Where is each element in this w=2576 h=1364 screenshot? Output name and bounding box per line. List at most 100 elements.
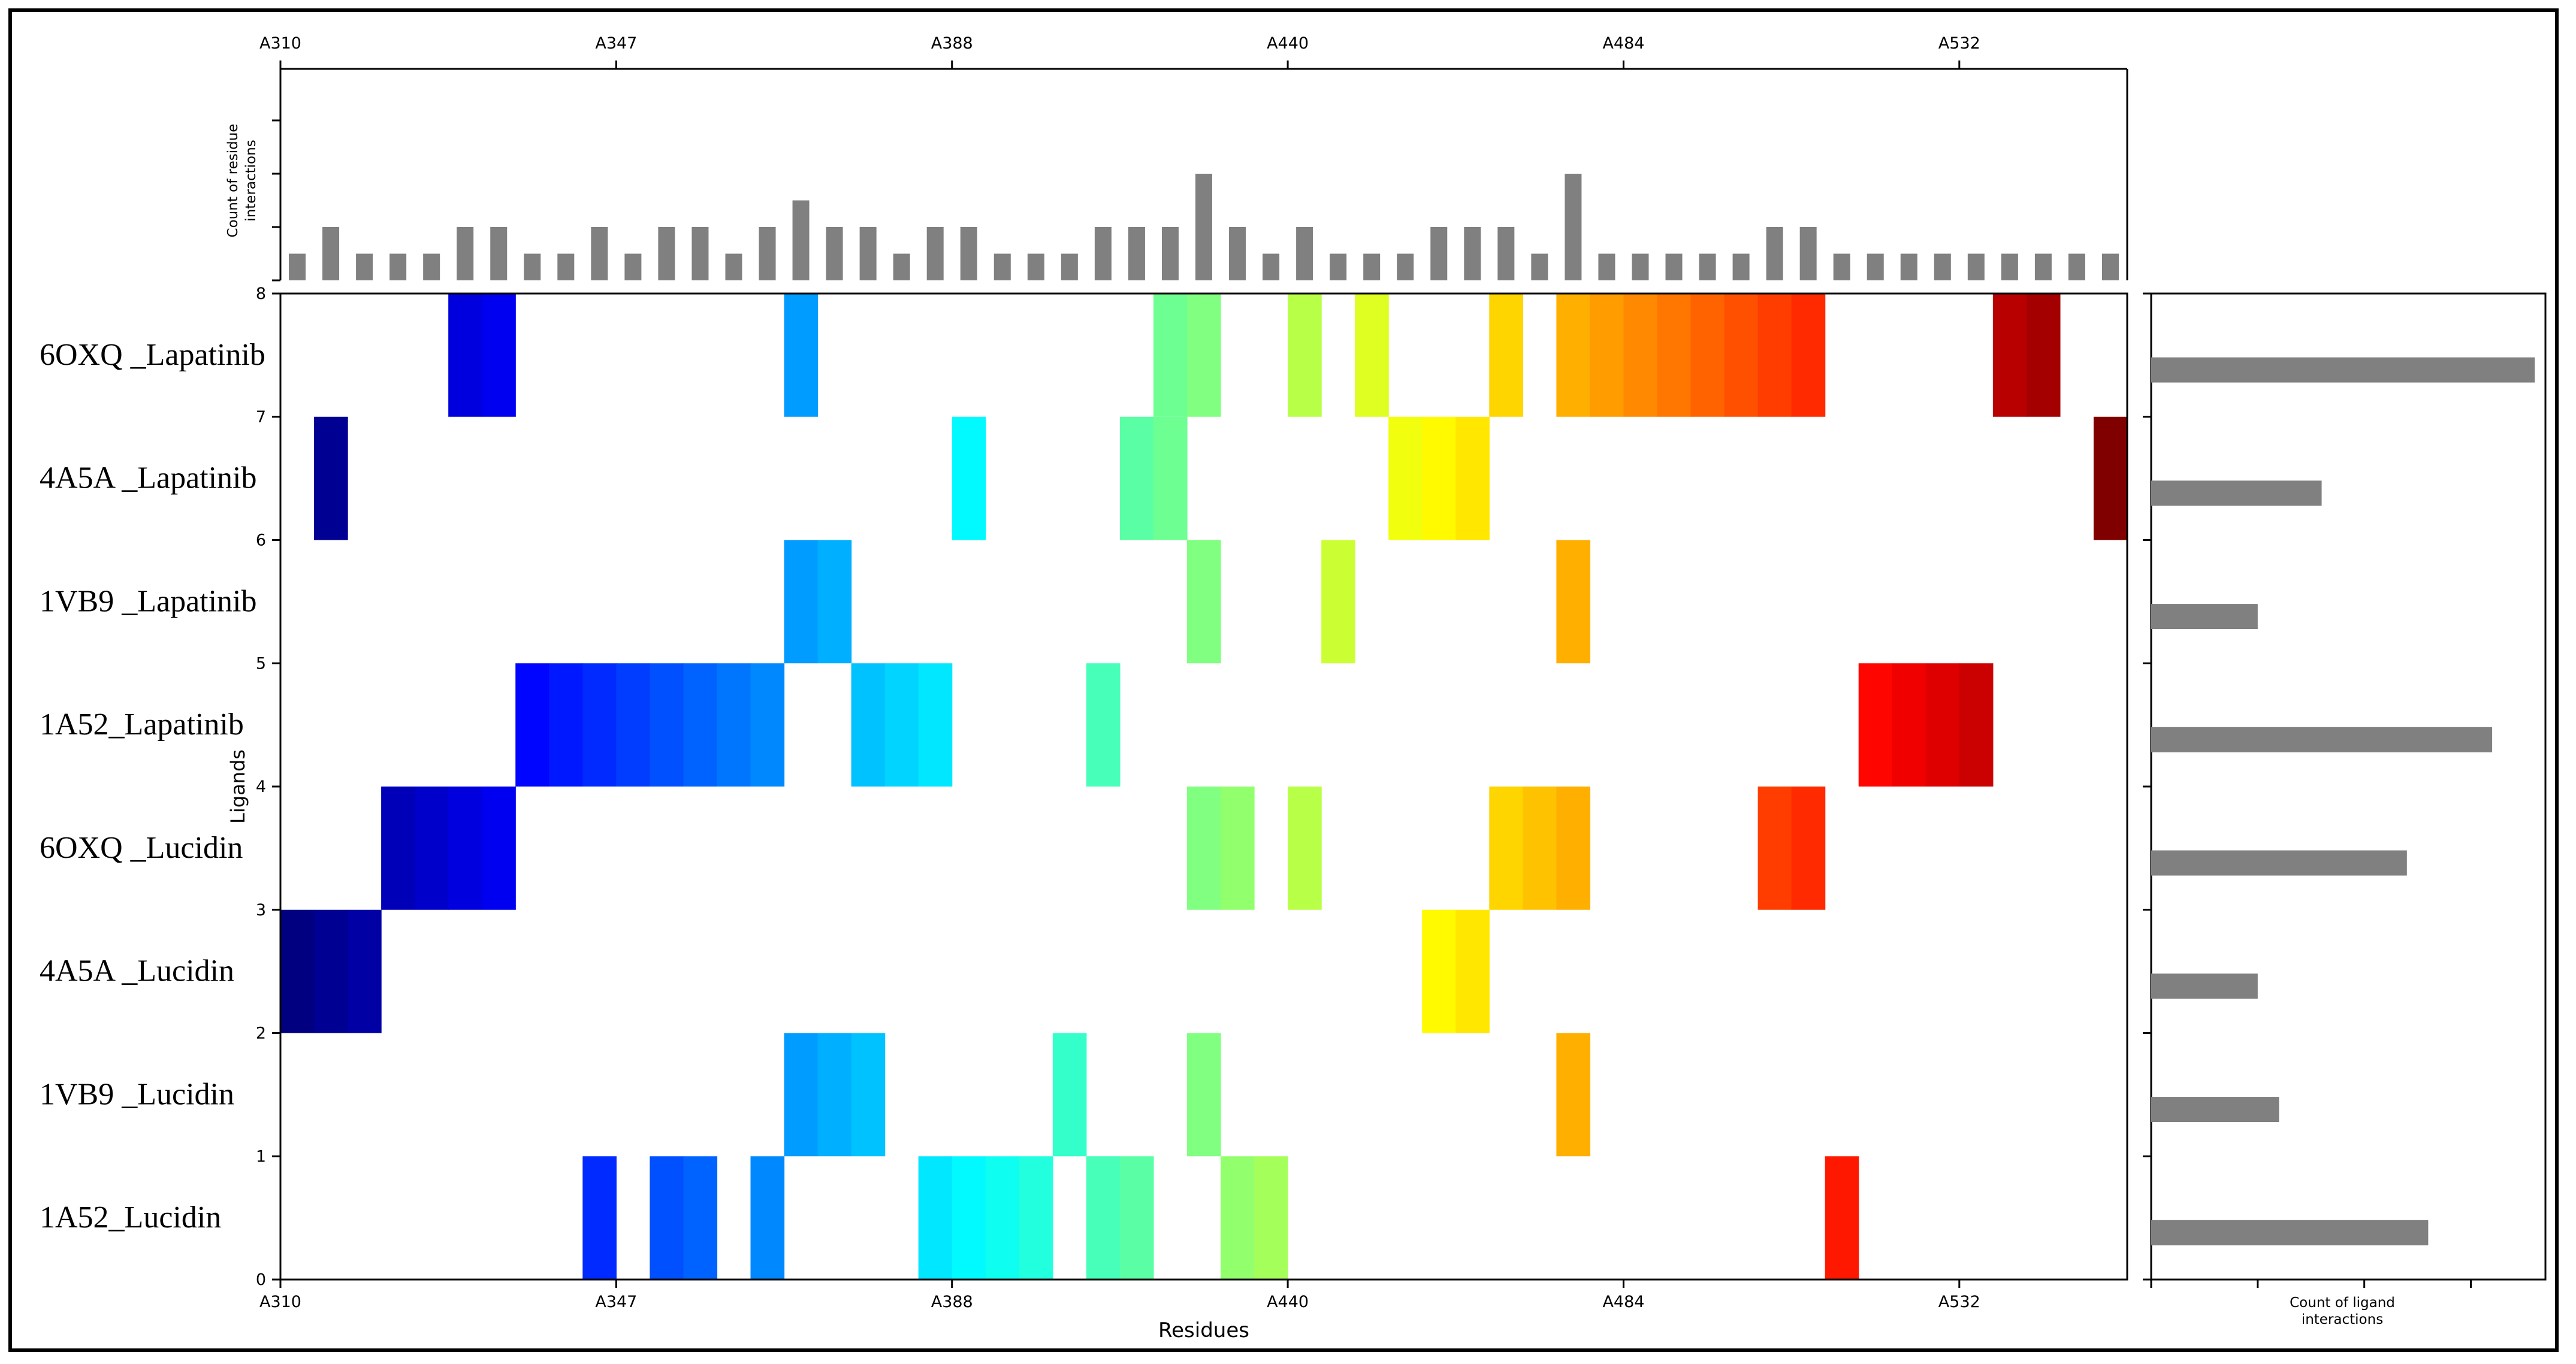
residue-count-bar [1464,227,1481,280]
heatmap-cell [1791,294,1826,417]
ligand-row-label: 1A52_Lapatinib [40,707,244,742]
heatmap-cell [348,909,382,1033]
heatmap-cell [683,663,718,787]
heatmap-cell [1489,787,1523,910]
heatmap-cell [851,663,886,787]
top-x-tick-label: A484 [1602,34,1644,53]
heatmap-cell [616,663,650,787]
ligand-count-bar [2151,357,2535,383]
residue-count-bar [759,227,776,280]
heatmap-cell [1153,416,1188,540]
heatmap-cell [1556,294,1591,417]
residue-count-bar [1027,253,1044,280]
residue-count-bar [1531,253,1548,280]
heatmap-cell [650,663,684,787]
residue-count-bar [423,253,440,280]
heatmap-cell [1925,663,1960,787]
y-tick-label: 5 [256,654,266,673]
y-tick-label: 3 [256,901,266,920]
ligand-row-label: 1VB9 _Lucidin [40,1077,234,1111]
residue-count-bar [893,253,910,280]
y-tick-label: 6 [256,531,266,550]
residue-count-bar [389,253,407,280]
heatmap-cell [1724,294,1759,417]
y-tick-label: 7 [256,408,266,427]
heatmap-cell [1590,294,1624,417]
heatmap-cell [1892,663,1926,787]
residue-count-bar [1397,253,1414,280]
heatmap-cell [482,294,516,417]
heatmap-cell [1355,294,1389,417]
heatmap-cell [884,663,919,787]
ligand-count-bar [2151,1097,2279,1123]
heatmap-cell [1556,1033,1591,1157]
residue-count-bar [289,253,306,280]
residue-count-bar [1598,253,1615,280]
heatmap-cell [1455,416,1490,540]
heatmap-cell [1422,909,1456,1033]
heatmap-cell [784,1033,819,1157]
side-chart-x-label: Count of ligand interactions [2290,1295,2395,1327]
heatmap-cell [1288,787,1322,910]
heatmap-cell [314,416,348,540]
heatmap-cell [1489,294,1523,417]
residue-count-bar [1296,227,1313,280]
residue-count-bar [2034,253,2052,280]
x-tick-label: A440 [1267,1293,1309,1311]
residue-count-bar [926,227,944,280]
heatmap-cell [314,909,348,1033]
top-x-tick-label: A347 [595,34,637,53]
x-tick-label: A388 [931,1293,973,1311]
y-tick-label: 4 [256,778,266,796]
heatmap-cell [1690,294,1725,417]
heatmap-cell [582,663,617,787]
ligand-row-label: 4A5A _Lapatinib [40,461,257,495]
top-x-tick-label: A440 [1267,34,1309,53]
heatmap-cell [415,787,449,910]
x-tick-label: A532 [1938,1293,1980,1311]
heatmap-cell [482,787,516,910]
residue-count-bar [591,227,608,280]
heatmap-cell [1221,787,1255,910]
heatmap-cell [851,1033,886,1157]
heatmap-cell [549,663,583,787]
x-tick-label: A310 [259,1293,301,1311]
top-chart-y-label: Count of residue interactions [225,124,259,238]
heatmap-cell [1119,1156,1154,1280]
residue-count-bar [624,253,642,280]
heatmap-cell [1288,294,1322,417]
side-chart-frame [2150,292,2547,1281]
heatmap-cell [1052,1033,1087,1157]
ligand-count-bar [2151,480,2322,506]
residue-count-bar [1363,253,1381,280]
heatmap-cell [918,1156,953,1280]
residue-count-bar [993,253,1011,280]
residue-count-bar [490,227,508,280]
residue-count-bar [1632,253,1649,280]
heatmap-cell [750,1156,785,1280]
ligand-row-label: 1A52_Lucidin [40,1200,221,1235]
residue-count-bar [1263,253,1280,280]
heatmap-cell [1992,294,2027,417]
heatmap-cell [381,787,415,910]
residue-count-bar [2101,253,2119,280]
residue-count-bar [457,227,474,280]
heatmap-cell [1388,416,1423,540]
heatmap-cell [1959,663,1994,787]
residue-count-bar [1900,253,1917,280]
heatmap-cell [1221,1156,1255,1280]
heatmap-cell [952,416,986,540]
heatmap-cell [448,787,482,910]
heatmap-cell [280,909,315,1033]
heatmap-cell [1757,294,1792,417]
heatmap-cell [1153,294,1188,417]
heatmap-cell [1119,416,1154,540]
residue-count-bar [1732,253,1750,280]
heatmap-cell [1858,663,1893,787]
y-axis-label: Ligands [227,749,249,824]
residue-count-bar [1061,253,1078,280]
figure-border [8,8,2559,1352]
y-tick-label: 2 [256,1024,266,1043]
heatmap-cell [1757,787,1792,910]
